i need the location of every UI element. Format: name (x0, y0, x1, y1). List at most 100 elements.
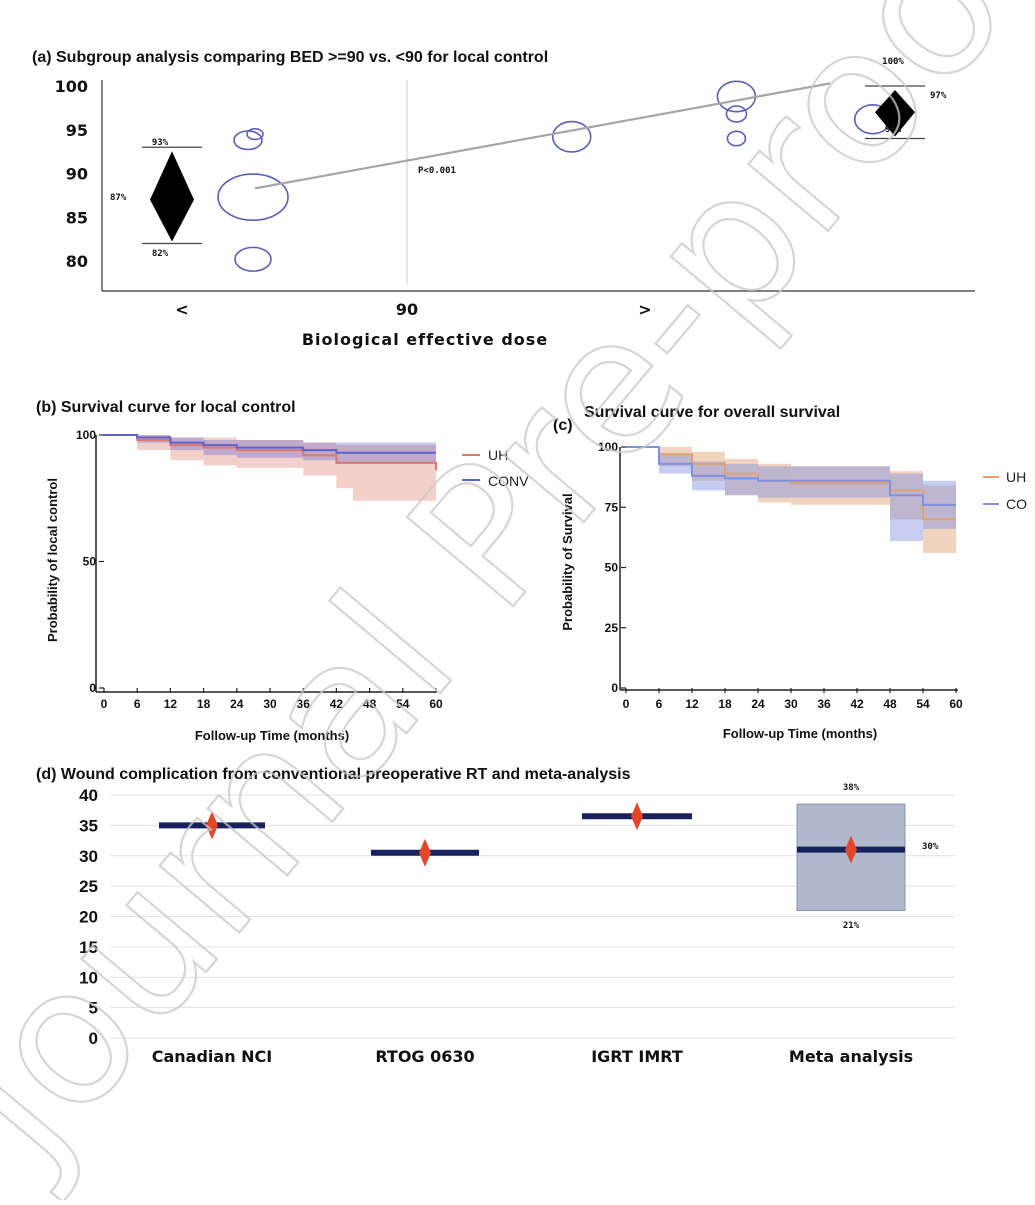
panel-d-estimate-marker-4 (845, 835, 857, 864)
panel-a-y-ticks: 80 85 90 95 100 (55, 77, 88, 271)
panel-d-label-30: 30% (922, 842, 939, 852)
panel-c: (c) Survival curve for overall survival … (553, 404, 1027, 741)
panel-a-label-82: 82% (152, 249, 169, 259)
panel-b-ci-band-uh (104, 435, 436, 501)
panel-b-x-tick-60: 60 (429, 697, 443, 711)
panel-d-estimate-marker-2 (419, 838, 431, 867)
panel-d-y-tick-30: 30 (79, 847, 98, 866)
panel-a-y-tick-90: 90 (66, 165, 88, 184)
panel-b-legend-uh: UH (488, 447, 508, 463)
panel-d-label-38: 38% (843, 783, 860, 793)
panel-b-y-tick-50: 50 (83, 555, 97, 569)
panel-b-y-tick-0: 0 (89, 681, 96, 695)
panel-a-summary-high-diamond (875, 90, 915, 137)
panel-a-x-label: Biological effective dose (302, 330, 548, 349)
panel-a-label-97: 97% (930, 91, 947, 101)
panel-d: (d) Wound complication from conventional… (36, 766, 955, 1066)
panel-c-x-tick-24: 24 (751, 697, 765, 711)
panel-d-y-tick-20: 20 (79, 908, 98, 927)
panel-d-estimate-marker-3 (631, 802, 643, 831)
panel-a-bubble-low-4 (234, 246, 272, 272)
panel-c-y-tick-100: 100 (598, 440, 618, 454)
panel-a-bubble-high-1 (551, 120, 592, 153)
panel-c-y-tick-0: 0 (611, 681, 618, 695)
panel-d-meta-ci-box (796, 803, 906, 911)
panel-a-p-value: P<0.001 (418, 166, 456, 176)
panel-a-bubble-low-2 (233, 130, 263, 151)
panel-b-curve-uh (104, 434, 437, 471)
panel-b-x-tick-12: 12 (164, 697, 178, 711)
panel-a-summary-low-diamond (150, 151, 194, 242)
panel-c-ticks: 0 6 12 18 24 30 36 42 48 54 60 0 25 50 75 100 (598, 440, 963, 711)
panel-c-x-tick-60: 60 (949, 697, 963, 711)
panel-c-legend-uh: UH (1006, 469, 1026, 485)
panel-c-x-tick-12: 12 (685, 697, 699, 711)
panel-d-y-tick-10: 10 (79, 968, 98, 987)
panel-c-x-tick-48: 48 (883, 697, 897, 711)
panel-d-y-tick-40: 40 (79, 786, 98, 805)
panel-c-x-tick-0: 0 (623, 697, 630, 711)
panel-b-x-tick-6: 6 (134, 697, 141, 711)
panel-c-marks (626, 446, 956, 554)
panel-b-x-label: Follow-up Time (months) (195, 728, 349, 743)
panel-d-y-tick-0: 0 (89, 1029, 98, 1048)
panel-a-title: (a) Subgroup analysis comparing BED >=90… (32, 49, 548, 66)
panel-c-x-tick-30: 30 (784, 697, 798, 711)
panel-a-bubble-high-4 (726, 130, 747, 147)
panel-a-label-100: 100% (882, 57, 904, 67)
panel-d-y-tick-35: 35 (79, 816, 98, 835)
panel-c-x-label: Follow-up Time (months) (723, 726, 877, 741)
panel-c-curve-conv (626, 446, 956, 506)
panel-d-x-ticks: Canadian NCI RTOG 0630 IGRT IMRT Meta analy… (152, 1047, 913, 1066)
panel-c-y-tick-50: 50 (605, 561, 619, 575)
panel-b-x-tick-42: 42 (330, 697, 344, 711)
panel-d-label-21: 21% (843, 921, 860, 931)
panel-c-legend-conv: CO (1006, 496, 1027, 512)
panel-a-label-93: 93% (152, 138, 169, 148)
panel-c-panel-label: (c) (553, 417, 573, 434)
panel-b-legend-conv: CONV (488, 473, 529, 489)
panel-c-y-tick-25: 25 (605, 621, 619, 635)
panel-a-regression-line (254, 82, 831, 190)
panel-b-x-tick-30: 30 (263, 697, 277, 711)
panel-a: (a) Subgroup analysis comparing BED >=90… (32, 49, 975, 349)
panel-d-x-tick-4: Meta analysis (789, 1047, 913, 1066)
panel-c-x-tick-42: 42 (850, 697, 864, 711)
panel-b-marks (104, 434, 437, 501)
panel-d-y-tick-15: 15 (79, 938, 98, 957)
panel-b-y-label: Probability of local control (45, 478, 60, 642)
panel-b-x-tick-18: 18 (197, 697, 211, 711)
panel-c-x-tick-18: 18 (718, 697, 732, 711)
panel-a-bubble-low-3 (217, 173, 289, 222)
panel-b-x-tick-54: 54 (396, 697, 410, 711)
panel-b-x-tick-48: 48 (363, 697, 377, 711)
panel-a-x-tick-90: 90 (396, 300, 418, 319)
panel-a-y-tick-80: 80 (66, 252, 88, 271)
panel-a-x-tick-low: < (175, 300, 188, 319)
panel-b-x-tick-36: 36 (297, 697, 311, 711)
panel-c-y-label: Probability of Survival (560, 493, 575, 630)
panel-b: (b) Survival curve for local control 0 6 1… (36, 399, 529, 743)
panel-d-estimate-marker-1 (206, 811, 218, 840)
panel-b-ticks: 0 6 12 18 24 30 36 42 48 54 60 0 50 100 (76, 428, 443, 711)
panel-b-title: (b) Survival curve for local control (36, 399, 296, 416)
panel-a-label-87: 87% (110, 193, 127, 203)
panel-b-y-tick-100: 100 (76, 428, 96, 442)
panel-a-bubble-high-2 (716, 80, 757, 113)
panel-d-marks (159, 802, 906, 911)
panel-c-x-tick-54: 54 (916, 697, 930, 711)
panel-d-y-tick-25: 25 (79, 877, 98, 896)
panel-a-marks (142, 80, 925, 272)
panel-a-bubble-high-3 (725, 105, 748, 123)
panel-a-y-tick-95: 95 (66, 121, 88, 140)
panel-a-bubble-low-1 (246, 128, 264, 141)
panel-c-x-tick-6: 6 (656, 697, 663, 711)
panel-a-x-ticks: < 90 > (175, 300, 651, 319)
panel-c-ci-band-conv (626, 447, 956, 541)
panel-a-y-tick-100: 100 (55, 77, 88, 96)
panel-d-x-tick-3: IGRT IMRT (591, 1047, 683, 1066)
panel-b-x-tick-0: 0 (101, 697, 108, 711)
panel-a-x-tick-high: > (638, 300, 651, 319)
